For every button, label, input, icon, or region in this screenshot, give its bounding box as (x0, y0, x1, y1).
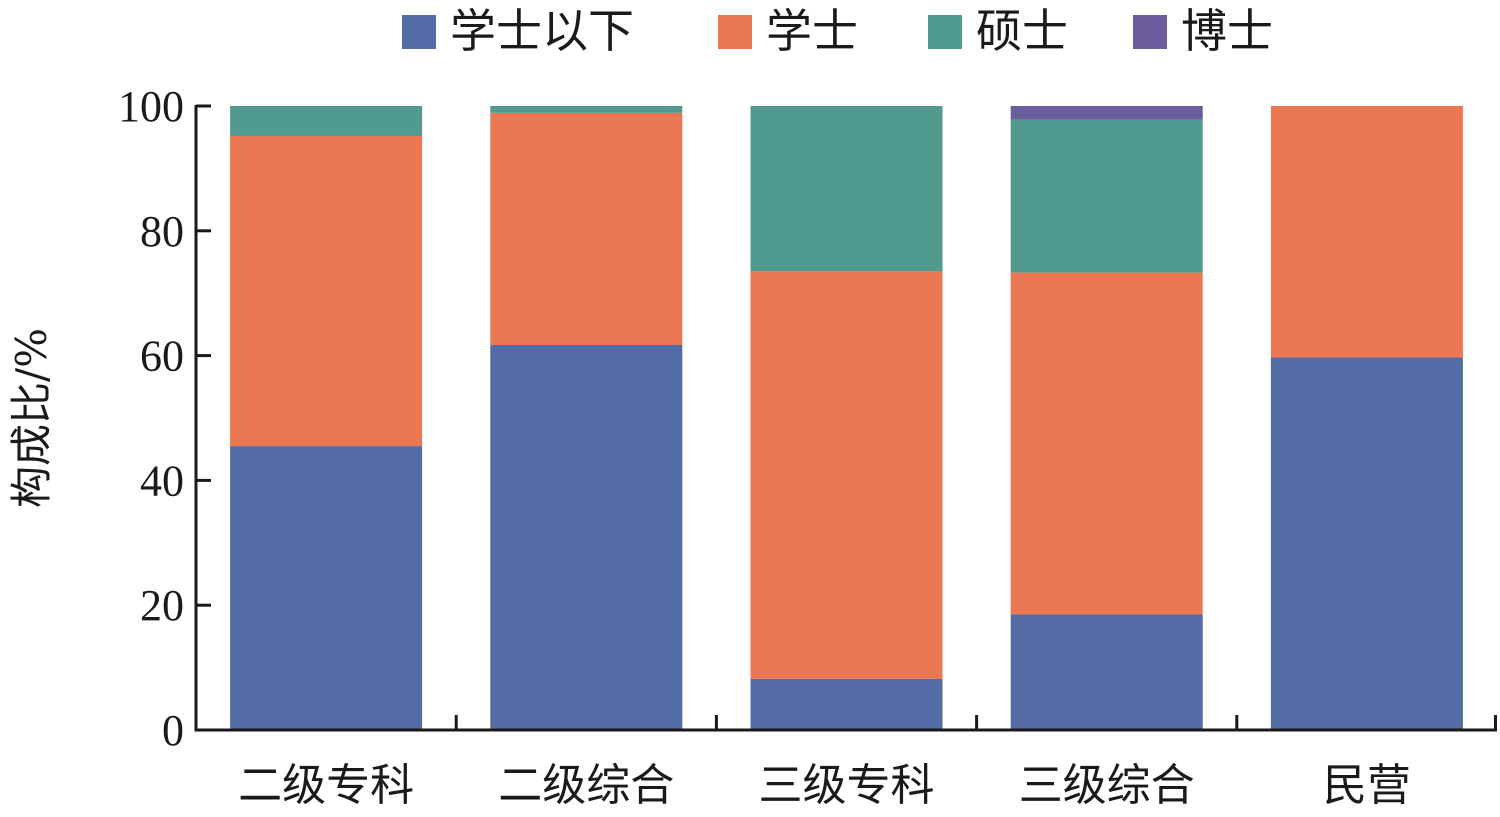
bar-segment (1010, 119, 1203, 273)
legend-label: 学士以下 (450, 4, 634, 58)
axes (194, 105, 1497, 732)
category-labels: 二级专科 二级综合 三级专科 三级综合 民营 (238, 760, 1411, 811)
bar-segment (490, 112, 683, 345)
bar-segment (750, 271, 943, 679)
y-tick-label: 100 (118, 82, 184, 131)
x-category-label: 三级综合 (1019, 760, 1195, 811)
y-tick-label: 20 (140, 581, 184, 630)
bar-segment (230, 446, 423, 730)
bar-segment (230, 106, 423, 136)
legend-swatch (928, 15, 962, 49)
bar-segment (1010, 272, 1203, 615)
x-category-label: 二级综合 (498, 760, 674, 811)
bar-segment (1010, 614, 1203, 730)
legend: 学士以下 学士 硕士 博士 (402, 4, 1273, 58)
y-tick-label: 60 (140, 332, 184, 381)
bar-segment (1010, 106, 1203, 120)
bar-segment (750, 106, 943, 272)
legend-swatch (718, 15, 752, 49)
y-tick-label: 40 (140, 456, 184, 505)
bar-segment (750, 678, 943, 730)
x-ticks (454, 715, 1497, 730)
bar-segment (1270, 357, 1463, 730)
bar-segment (490, 344, 683, 730)
legend-swatch (1133, 15, 1167, 49)
legend-label: 硕士 (976, 4, 1068, 58)
bars (230, 106, 1463, 730)
legend-label: 博士 (1181, 4, 1273, 58)
bar-segment (1270, 106, 1463, 358)
bar-segment (230, 135, 423, 447)
x-category-label: 三级专科 (759, 760, 935, 811)
x-category-label: 二级专科 (238, 760, 414, 811)
bar-segment (490, 106, 683, 113)
y-tick-label: 80 (140, 207, 184, 256)
x-category-label: 民营 (1323, 760, 1411, 811)
legend-label: 学士 (766, 4, 858, 58)
legend-swatch (402, 15, 436, 49)
y-ticks: 0 20 40 60 80 100 (118, 82, 211, 755)
y-axis-title: 构成比/% (7, 328, 56, 508)
y-tick-label: 0 (162, 706, 184, 755)
